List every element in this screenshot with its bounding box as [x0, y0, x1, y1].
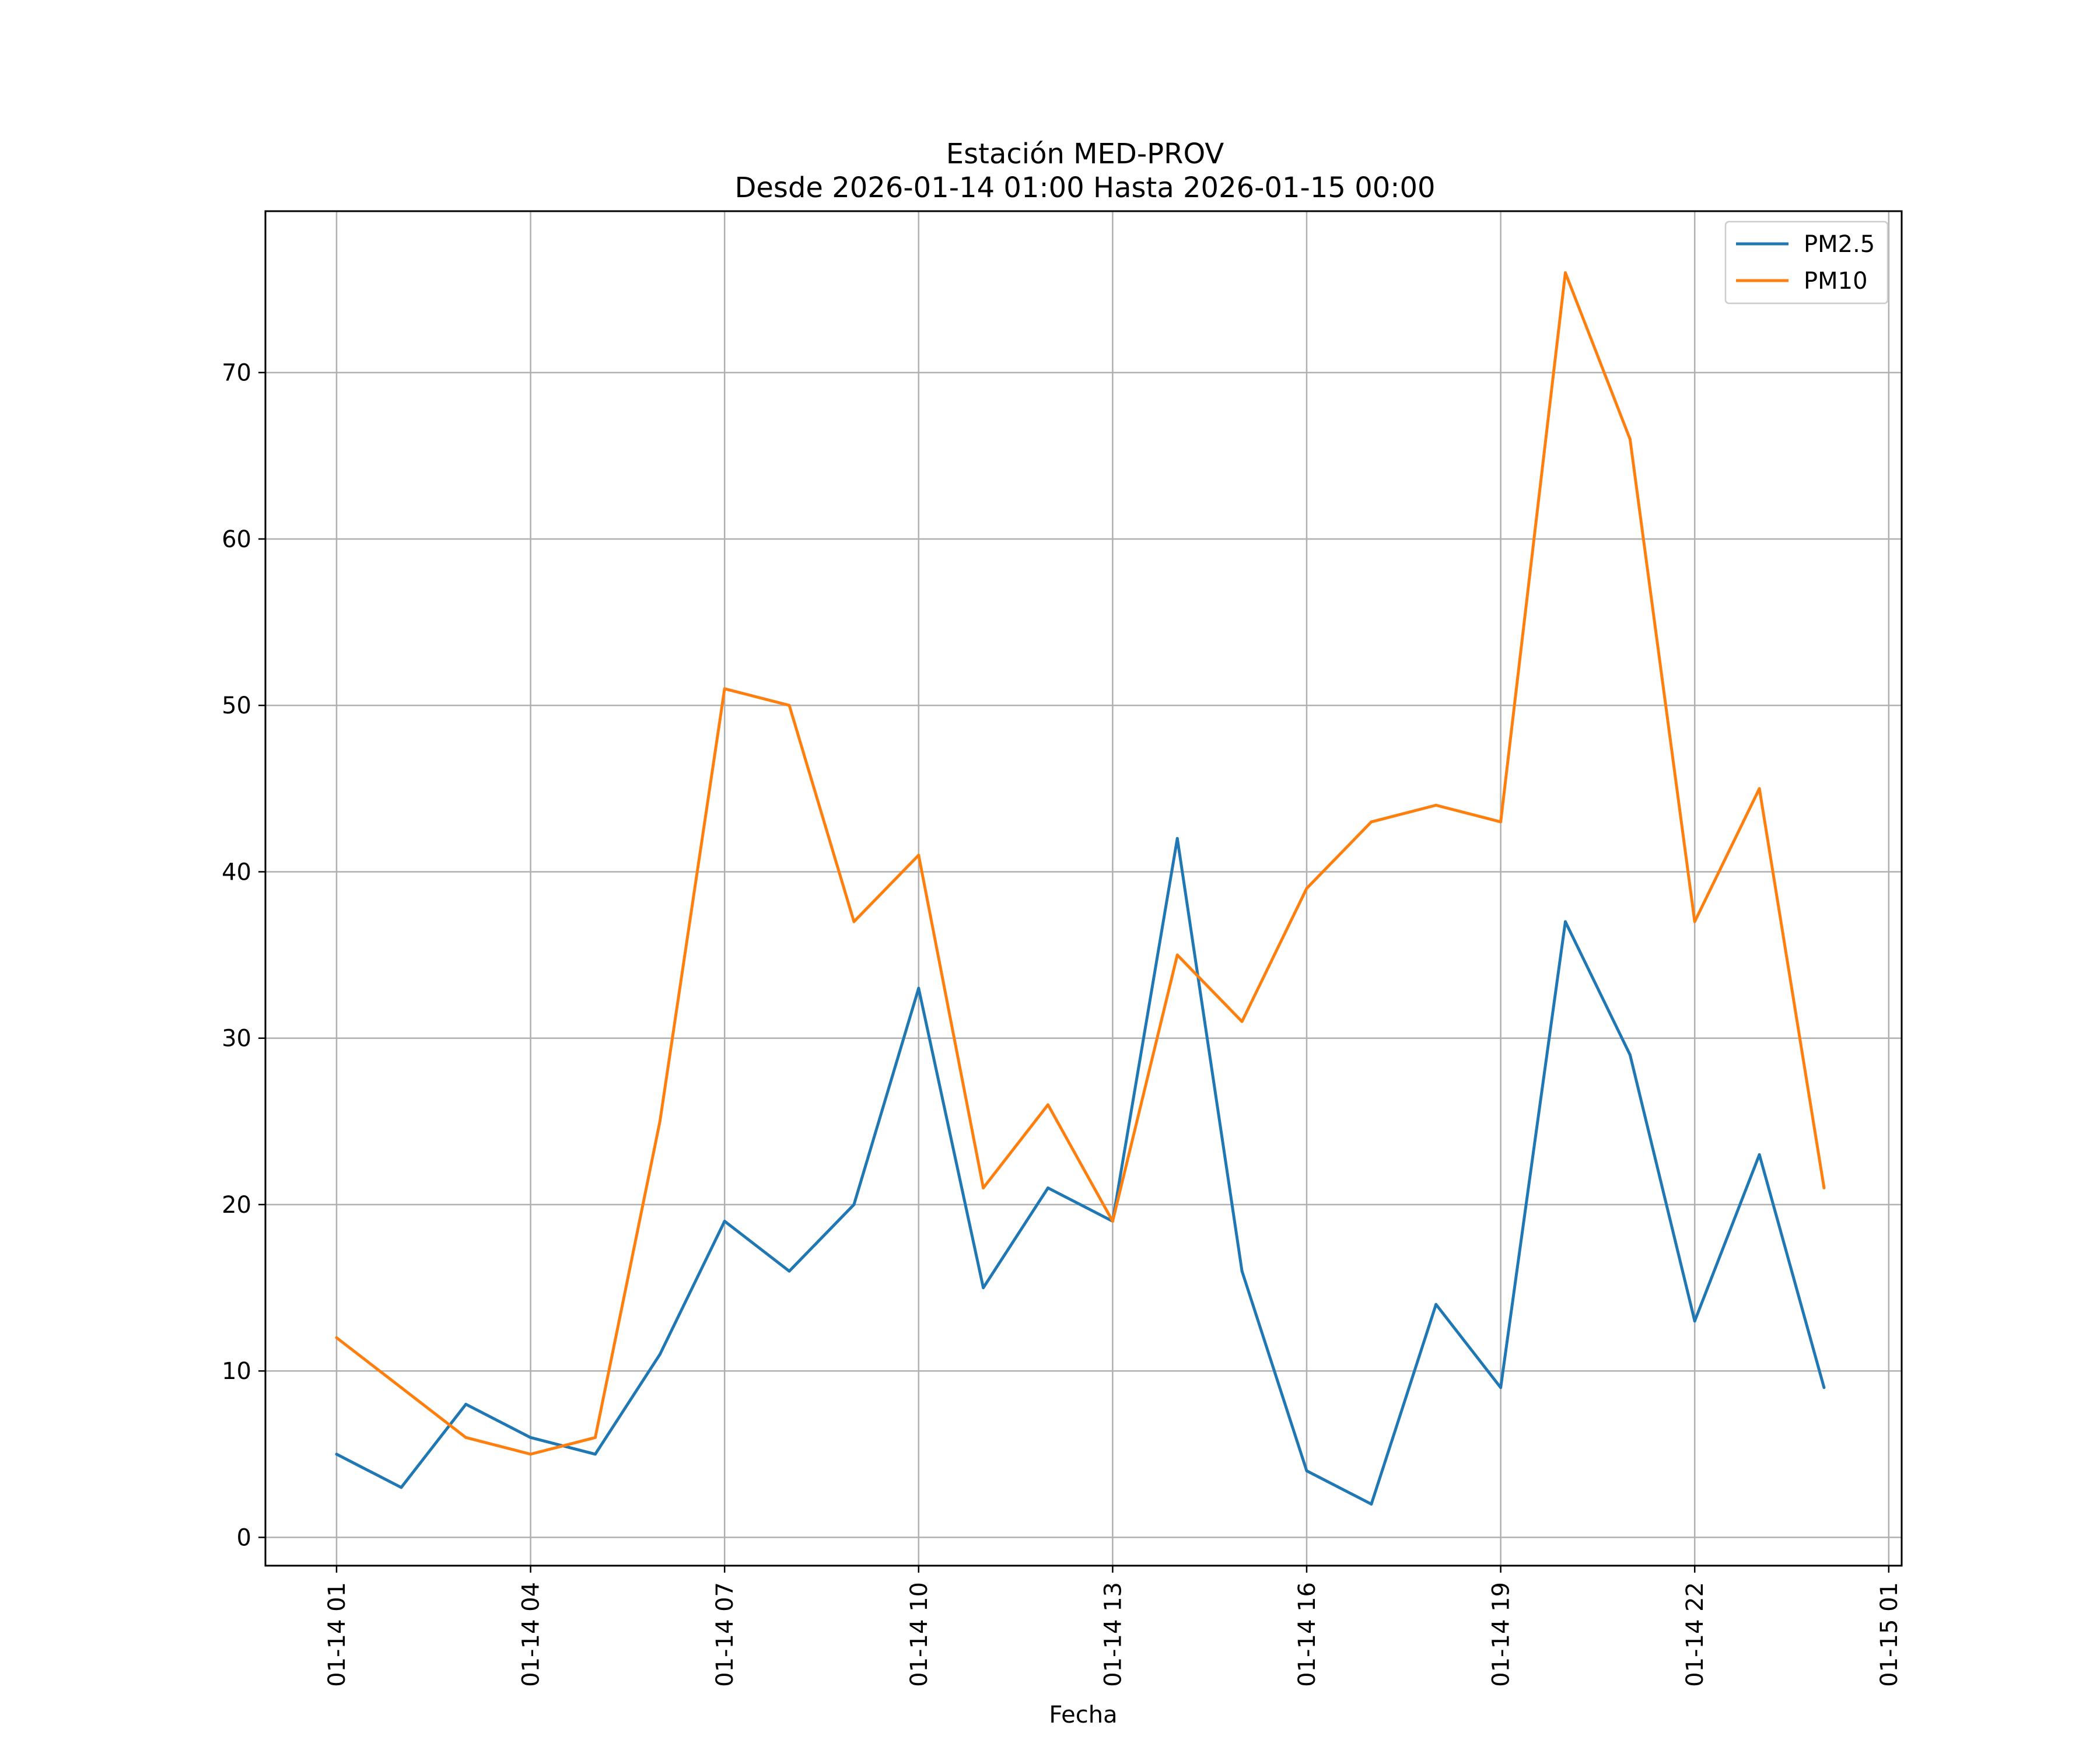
y-tick-label: 10: [222, 1358, 251, 1385]
x-tick-label: 01-14 19: [1488, 1582, 1515, 1687]
series-line-pm25: [335, 836, 1826, 1506]
y-tick-label: 70: [222, 360, 251, 387]
x-tick-label: 01-14 10: [906, 1582, 933, 1687]
data-point-pm25: [1046, 1186, 1050, 1189]
data-point-pm25: [1499, 1386, 1503, 1390]
data-point-pm10: [1563, 271, 1567, 275]
series-layer: [335, 271, 1826, 1506]
data-point-pm10: [1499, 820, 1503, 824]
data-point-pm10: [464, 1436, 468, 1439]
x-axis-label: Fecha: [1049, 1702, 1117, 1728]
data-point-pm25: [852, 1203, 856, 1206]
data-point-pm25: [982, 1286, 985, 1290]
data-point-pm10: [1758, 787, 1761, 790]
data-point-pm10: [658, 1119, 662, 1123]
data-point-pm10: [1175, 953, 1179, 957]
data-point-pm25: [529, 1436, 533, 1439]
x-tick-label: 01-14 22: [1682, 1582, 1709, 1687]
data-point-pm25: [335, 1452, 338, 1456]
series-line-pm10: [335, 271, 1826, 1456]
data-point-pm10: [1370, 820, 1373, 824]
x-tick-label: 01-15 01: [1876, 1582, 1903, 1687]
chart-title: Estación MED-PROV: [946, 138, 1224, 170]
data-point-pm25: [593, 1452, 597, 1456]
y-tick-label: 40: [222, 859, 251, 886]
data-point-pm25: [1822, 1386, 1826, 1390]
data-point-pm25: [464, 1402, 468, 1406]
data-point-pm10: [1305, 887, 1308, 890]
tick-layer: 0 10 20 30 40 50 60 70 01-14 01 01-14 04 01-14 07 0…: [222, 360, 1903, 1687]
data-point-pm10: [1111, 1220, 1114, 1223]
chart-subtitle: Desde 2026-01-14 01:00 Hasta 2026-01-15 …: [734, 172, 1435, 204]
data-point-pm25: [1434, 1303, 1438, 1306]
y-tick-label: 0: [237, 1525, 251, 1552]
data-point-pm10: [1628, 438, 1632, 441]
data-point-pm25: [1758, 1153, 1761, 1156]
data-point-pm25: [1563, 920, 1567, 923]
data-point-pm10: [723, 687, 726, 691]
data-point-pm10: [1240, 1020, 1244, 1023]
legend: PM2.5 PM10: [1724, 220, 1889, 304]
y-tick-label: 50: [222, 692, 251, 719]
data-point-pm25: [1370, 1502, 1373, 1506]
data-point-pm10: [1434, 803, 1438, 807]
y-tick-label: 20: [222, 1192, 251, 1219]
data-point-pm25: [400, 1486, 403, 1489]
data-point-pm25: [658, 1353, 662, 1356]
data-point-pm10: [400, 1386, 403, 1390]
data-point-pm25: [1628, 1053, 1632, 1056]
data-point-pm10: [1693, 920, 1696, 923]
legend-box: [1724, 220, 1889, 304]
data-point-pm10: [593, 1436, 597, 1439]
data-point-pm25: [917, 986, 921, 990]
data-point-pm10: [529, 1452, 533, 1456]
data-point-pm25: [1175, 836, 1179, 840]
y-tick-label: 60: [222, 526, 251, 553]
y-tick-label: 30: [222, 1026, 251, 1052]
data-point-pm25: [1305, 1469, 1308, 1472]
data-point-pm10: [788, 704, 791, 707]
data-point-pm10: [852, 920, 856, 923]
data-point-pm25: [1693, 1320, 1696, 1323]
data-point-pm25: [723, 1220, 726, 1223]
x-tick-label: 01-14 13: [1100, 1582, 1126, 1687]
x-tick-label: 01-14 01: [324, 1582, 351, 1687]
data-point-pm25: [1240, 1269, 1244, 1273]
x-tick-label: 01-14 04: [518, 1582, 545, 1687]
data-point-pm10: [982, 1186, 985, 1189]
data-point-pm10: [1822, 1186, 1826, 1189]
data-point-pm10: [335, 1336, 338, 1339]
legend-label-pm10: PM10: [1804, 268, 1868, 295]
x-tick-label: 01-14 07: [712, 1582, 738, 1687]
data-point-pm25: [788, 1269, 791, 1273]
legend-label-pm25: PM2.5: [1804, 231, 1875, 258]
data-point-pm10: [1046, 1103, 1050, 1107]
data-point-pm10: [917, 853, 921, 857]
grid-layer: [265, 211, 1902, 1566]
x-tick-label: 01-14 16: [1294, 1582, 1321, 1687]
plot-frame: [264, 210, 1903, 1567]
